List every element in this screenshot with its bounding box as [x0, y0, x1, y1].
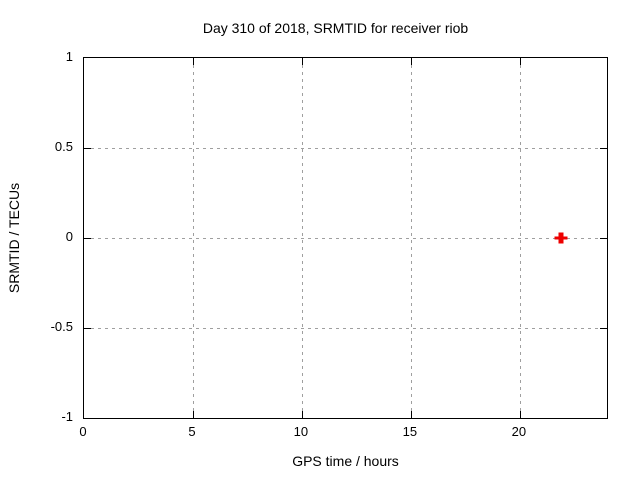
- x-tick-mark: [519, 411, 521, 418]
- y-tick-mark: [600, 238, 607, 239]
- x-tick-mark: [192, 411, 194, 418]
- y-tick-label: 1: [65, 49, 73, 64]
- x-tick-mark: [192, 58, 194, 65]
- y-tick-label: -1: [61, 409, 73, 424]
- y-axis-label: SRMTID / TECUs: [6, 182, 22, 294]
- y-tick-label: 0.5: [54, 139, 73, 154]
- data-point-marker: [554, 232, 568, 244]
- x-tick-mark: [410, 411, 412, 418]
- y-gridline: [84, 238, 607, 239]
- x-tick-mark: [301, 411, 303, 418]
- x-tick-mark: [301, 58, 303, 65]
- x-tick-label: 15: [402, 424, 418, 439]
- y-gridline: [84, 328, 607, 329]
- y-gridline: [84, 148, 607, 149]
- x-tick-mark: [519, 58, 521, 65]
- x-tick-label: 5: [188, 424, 196, 439]
- plot-area: [83, 57, 608, 419]
- y-tick-mark: [84, 328, 91, 329]
- x-axis-label: GPS time / hours: [292, 453, 399, 469]
- y-tick-label: 0: [65, 229, 73, 244]
- y-tick-label: -0.5: [50, 319, 73, 334]
- x-tick-label: 10: [293, 424, 309, 439]
- y-tick-mark: [600, 148, 607, 149]
- y-tick-mark: [600, 328, 607, 329]
- x-tick-label: 20: [511, 424, 527, 439]
- y-tick-mark: [84, 148, 91, 149]
- x-tick-mark: [410, 58, 412, 65]
- chart-title: Day 310 of 2018, SRMTID for receiver rio…: [202, 20, 469, 36]
- y-tick-mark: [84, 238, 91, 239]
- x-tick-label: 0: [79, 424, 87, 439]
